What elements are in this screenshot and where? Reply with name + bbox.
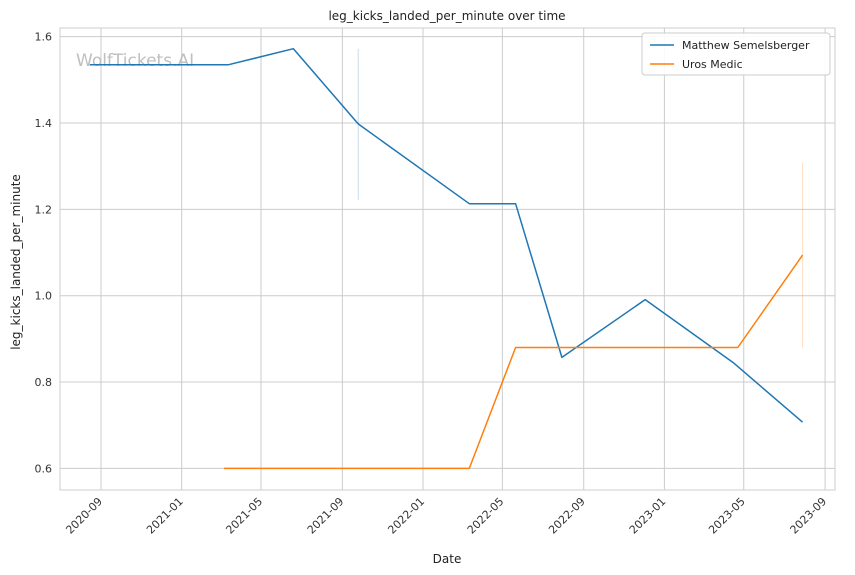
grid — [60, 28, 835, 490]
error-bars — [357, 48, 804, 348]
y-tick-label: 1.6 — [35, 31, 53, 44]
x-axis-title: Date — [433, 552, 462, 566]
x-tick-label: 2021-05 — [223, 495, 265, 537]
y-tick-labels: 0.6 0.8 1.0 1.2 1.4 1.6 — [35, 31, 53, 476]
x-tick-label: 2022-09 — [546, 495, 588, 537]
watermark: WolfTickets.AI — [76, 51, 194, 71]
x-tick-labels: 2020-09 2021-01 2021-05 2021-09 2022-01 2022-… — [63, 495, 829, 537]
x-tick-label: 2021-01 — [144, 495, 186, 537]
legend-label-uros-medic: Uros Medic — [682, 58, 743, 71]
series-line-matthew-semelsberger — [89, 47, 804, 423]
y-tick-label: 0.8 — [35, 376, 53, 389]
y-tick-label: 1.4 — [35, 117, 53, 130]
watermark-layer: WolfTickets.AI — [76, 51, 194, 71]
legend-box — [641, 32, 831, 76]
y-tick-label: 1.0 — [35, 290, 53, 303]
x-tick-label: 2023-01 — [627, 495, 669, 537]
y-tick-label: 0.6 — [35, 462, 53, 475]
x-tick-label: 2021-09 — [305, 495, 347, 537]
series-lines — [89, 47, 804, 470]
x-tick-label: 2020-09 — [63, 495, 105, 537]
x-tick-label: 2022-05 — [465, 495, 507, 537]
chart-title: leg_kicks_landed_per_minute over time — [328, 9, 565, 23]
legend: Matthew Semelsberger Uros Medic — [641, 32, 831, 76]
x-tick-label: 2023-05 — [706, 495, 748, 537]
y-axis-title: leg_kicks_landed_per_minute — [9, 174, 23, 350]
x-tick-label: 2022-01 — [385, 495, 427, 537]
legend-label-matthew-semelsberger: Matthew Semelsberger — [682, 39, 810, 52]
series-line-uros-medic — [224, 254, 804, 470]
x-tick-label: 2023-09 — [788, 495, 830, 537]
y-tick-label: 1.2 — [35, 203, 53, 216]
plot-frame — [59, 27, 836, 491]
